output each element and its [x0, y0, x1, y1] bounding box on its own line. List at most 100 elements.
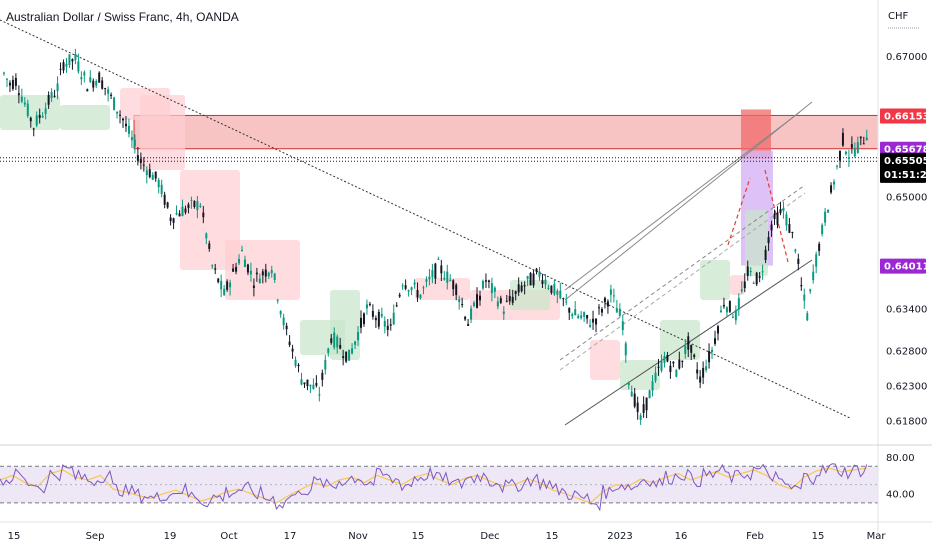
candle	[440, 259, 443, 282]
candle-body	[56, 83, 59, 92]
candle	[487, 279, 490, 289]
candle-body	[431, 269, 434, 278]
candle-body	[342, 356, 345, 358]
candle	[865, 129, 868, 141]
candle-body	[365, 304, 368, 309]
candle-body	[725, 307, 728, 313]
candle	[59, 62, 62, 76]
candle	[773, 209, 776, 226]
cloud-segment-1	[140, 95, 185, 170]
candle	[365, 299, 368, 315]
candle-body	[684, 345, 687, 354]
candle-body	[791, 232, 794, 234]
candle	[559, 282, 562, 300]
candle-body	[181, 206, 184, 217]
candle	[342, 349, 345, 366]
candle-body	[651, 381, 654, 391]
candle	[592, 310, 595, 330]
candle-body	[163, 194, 166, 205]
price-tag-bg	[880, 108, 926, 124]
candle-body	[294, 359, 297, 366]
candle	[154, 171, 157, 182]
candle	[532, 269, 535, 288]
candle-body	[699, 376, 702, 383]
candle-body	[505, 300, 508, 302]
candle-body	[702, 367, 705, 378]
candle-body	[410, 287, 413, 291]
candle	[151, 172, 154, 181]
candle-body	[71, 59, 74, 62]
candle	[740, 281, 743, 294]
candle-body	[77, 61, 80, 72]
candle-body	[148, 169, 151, 178]
candle-body	[217, 278, 220, 283]
candle-body	[794, 249, 797, 252]
candle	[452, 279, 455, 296]
candle	[812, 264, 815, 284]
candle-body	[803, 294, 806, 301]
candle-body	[26, 103, 29, 117]
candle	[800, 277, 803, 291]
candle-body	[166, 202, 169, 208]
candle	[574, 301, 577, 316]
candle-body	[336, 336, 339, 348]
candle-body	[553, 283, 556, 295]
candle-body	[14, 77, 17, 86]
candle	[205, 232, 208, 245]
candle-body	[122, 118, 124, 121]
candle-body	[124, 123, 127, 127]
candle-body	[142, 164, 145, 166]
candle-body	[559, 290, 562, 299]
candle-body	[767, 237, 770, 244]
candle	[743, 273, 746, 293]
candle-body	[806, 313, 809, 321]
candle-body	[324, 359, 327, 370]
candle-body	[20, 96, 23, 102]
candle	[544, 274, 547, 289]
channel-mid-dashed	[559, 184, 806, 361]
candle-body	[422, 287, 425, 289]
candle-body	[717, 326, 719, 334]
candle	[389, 318, 392, 331]
candle	[449, 274, 452, 282]
candle-body	[357, 331, 360, 341]
candle	[523, 281, 526, 295]
candle-body	[53, 96, 56, 98]
candle	[752, 281, 755, 284]
candle-body	[83, 72, 86, 76]
candle	[35, 111, 38, 128]
candle	[29, 116, 32, 128]
candle	[199, 202, 202, 209]
candle-body	[243, 259, 246, 268]
candle-body	[603, 297, 606, 303]
candle-body	[612, 295, 615, 297]
candle-body	[175, 212, 178, 215]
candle-body	[746, 266, 749, 276]
candle	[86, 88, 89, 92]
candle	[5, 78, 8, 88]
candle	[859, 136, 862, 146]
candle	[336, 334, 339, 354]
candle-body	[232, 268, 235, 272]
x-tick-label: 15	[812, 531, 825, 542]
candle-body	[59, 68, 62, 70]
candle-body	[728, 301, 731, 312]
candle-body	[11, 79, 14, 89]
candle-body	[252, 285, 255, 289]
candle	[318, 386, 321, 402]
candle-body	[836, 165, 838, 167]
candle	[464, 315, 467, 321]
candle	[470, 305, 473, 324]
candle-body	[74, 53, 77, 61]
candle-body	[618, 308, 621, 317]
candle-body	[368, 303, 371, 305]
candle-body	[392, 312, 395, 325]
candle	[666, 351, 669, 363]
candle-body	[690, 344, 693, 353]
candle-body	[470, 308, 473, 320]
candle-body	[398, 294, 401, 297]
candle-body	[764, 249, 767, 261]
candle	[8, 80, 11, 93]
